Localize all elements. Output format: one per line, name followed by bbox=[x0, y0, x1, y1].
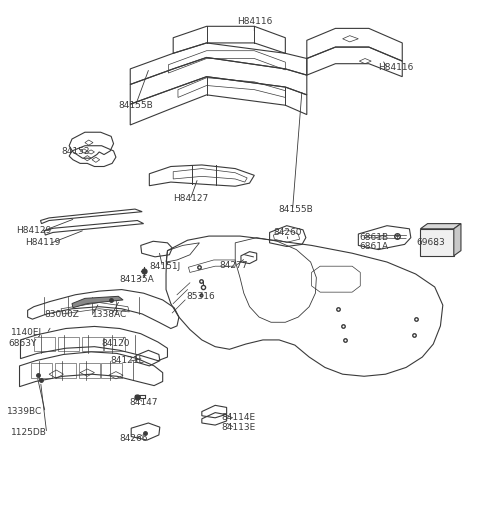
Text: 84277: 84277 bbox=[219, 260, 248, 270]
Text: 1339BC: 1339BC bbox=[7, 407, 42, 416]
Text: 84266: 84266 bbox=[120, 434, 148, 443]
Text: 84147: 84147 bbox=[129, 398, 158, 407]
Text: 83000Z: 83000Z bbox=[44, 310, 79, 319]
Text: 84135A: 84135A bbox=[120, 275, 155, 283]
Polygon shape bbox=[72, 296, 123, 308]
Text: 1125DB: 1125DB bbox=[11, 428, 47, 437]
Text: 84155B: 84155B bbox=[118, 101, 153, 110]
Polygon shape bbox=[420, 223, 461, 229]
Text: 84151J: 84151J bbox=[149, 262, 180, 271]
Text: 84152: 84152 bbox=[61, 147, 90, 157]
Polygon shape bbox=[420, 229, 454, 256]
Text: 6861A: 6861A bbox=[360, 242, 388, 251]
Text: H84119: H84119 bbox=[25, 238, 60, 247]
Text: 69683: 69683 bbox=[417, 239, 445, 247]
Text: 84114E: 84114E bbox=[221, 413, 255, 422]
Text: 6861B: 6861B bbox=[360, 233, 388, 242]
Text: H84129: H84129 bbox=[16, 227, 51, 235]
Text: H84116: H84116 bbox=[237, 17, 272, 26]
Text: H84127: H84127 bbox=[173, 194, 208, 203]
Text: 1140EJ: 1140EJ bbox=[11, 328, 42, 337]
Text: 84113E: 84113E bbox=[221, 423, 255, 432]
Text: H84116: H84116 bbox=[378, 63, 414, 73]
Text: 1338AC: 1338AC bbox=[92, 310, 127, 319]
Text: 84260: 84260 bbox=[274, 228, 302, 237]
Text: 85316: 85316 bbox=[187, 292, 216, 301]
Text: 84155B: 84155B bbox=[278, 205, 313, 213]
Text: 84120: 84120 bbox=[102, 339, 130, 348]
Text: 84121L: 84121L bbox=[110, 356, 144, 365]
Text: 6863Y: 6863Y bbox=[9, 339, 37, 348]
Polygon shape bbox=[454, 223, 461, 256]
